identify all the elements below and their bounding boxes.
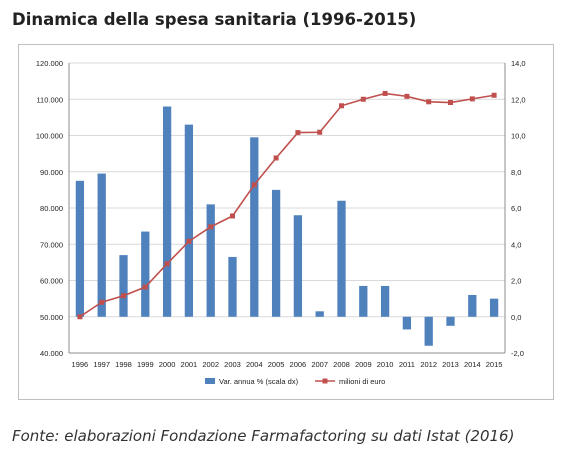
y-left-tick-label: 60.000 <box>40 277 63 286</box>
line-point-1996 <box>77 314 83 320</box>
x-tick-label: 1999 <box>137 360 154 369</box>
bar-2010 <box>380 285 390 317</box>
line-point-1998 <box>121 293 126 299</box>
bar-2002 <box>206 204 215 317</box>
line-point-2005 <box>273 155 279 161</box>
page-title: Dinamica della spesa sanitaria (1996-201… <box>12 10 417 29</box>
line-point-2004 <box>251 182 257 188</box>
y-left-tick-label: 110.000 <box>36 95 63 104</box>
y-left-tick-label: 50.000 <box>40 313 63 322</box>
x-tick-label: 1997 <box>93 360 110 369</box>
x-tick-label: 2014 <box>464 360 481 369</box>
x-tick-label: 2001 <box>181 360 198 369</box>
chart-frame: 40.000 50.000 60.000 70.000 80.000 90.000 100.… <box>18 44 554 400</box>
legend-line-label: milioni di euro <box>339 377 385 386</box>
line-point-2006 <box>295 130 301 136</box>
bar-2005 <box>271 189 281 317</box>
y-left-tick-label: 100.000 <box>36 132 63 141</box>
line-point-2008 <box>339 103 344 109</box>
bar-1996 <box>75 180 85 317</box>
y-left-tick-label: 90.000 <box>40 168 63 177</box>
x-tick-label: 2002 <box>202 360 219 369</box>
bar-1999 <box>141 231 150 317</box>
line-point-2002 <box>208 224 214 230</box>
x-tick-label: 2015 <box>486 360 503 369</box>
line-point-2012 <box>426 99 432 105</box>
x-tick-label: 2006 <box>290 360 307 369</box>
y-right-tick-label: 0,0 <box>511 313 521 322</box>
line-point-2001 <box>186 238 192 244</box>
bar-2001 <box>184 124 194 317</box>
x-tick-label: 2011 <box>399 360 415 369</box>
x-tick-label: 2007 <box>311 360 328 369</box>
legend-line-marker <box>322 378 328 384</box>
x-tick-label: 2004 <box>246 360 263 369</box>
bar-2003 <box>228 256 237 317</box>
line-point-2000 <box>164 261 170 267</box>
y-right-tick-label: 6,0 <box>511 204 521 213</box>
line-point-2015 <box>491 92 497 98</box>
y-right-tick-label: 12,0 <box>511 95 526 104</box>
x-tick-label: 2000 <box>159 360 176 369</box>
x-tick-label: 1996 <box>72 360 89 369</box>
bar-2000 <box>162 106 172 317</box>
source-note: Fonte: elaborazioni Fondazione Farmafact… <box>12 427 515 445</box>
y-right-tick-label: 2,0 <box>511 277 521 286</box>
y-right-tick-label: -2,0 <box>511 349 524 358</box>
bar-2008 <box>337 200 346 317</box>
line-point-2007 <box>317 129 323 135</box>
y-right-tick-label: 14,0 <box>511 59 526 68</box>
line-point-2009 <box>360 96 366 102</box>
x-tick-label: 2013 <box>442 360 459 369</box>
legend-bar-swatch <box>205 378 215 384</box>
y-left-tick-label: 120.000 <box>36 59 63 68</box>
series-line <box>79 92 495 318</box>
bar-2006 <box>293 215 303 317</box>
bar-2013 <box>446 316 455 326</box>
line-point-1997 <box>99 299 105 305</box>
y-left-tick-label: 70.000 <box>40 240 63 249</box>
y-right-tick-label: 4,0 <box>511 240 521 249</box>
bar-2004 <box>250 137 259 317</box>
bar-1997 <box>97 173 106 317</box>
bar-2007 <box>315 311 324 317</box>
bar-2009 <box>359 285 368 317</box>
line-point-2010 <box>382 90 388 96</box>
x-tick-label: 2012 <box>420 360 437 369</box>
line-point-2003 <box>230 213 235 219</box>
bar-2014 <box>468 295 477 317</box>
bar-2015 <box>489 298 499 317</box>
x-tick-label: 2009 <box>355 360 372 369</box>
legend-bar-label: Var. annua % (scala dx) <box>219 377 299 386</box>
y-right-tick-label: 10,0 <box>511 132 526 141</box>
line-point-2011 <box>404 93 410 99</box>
bar-1998 <box>119 255 128 317</box>
line-point-1999 <box>142 284 148 290</box>
x-tick-label: 2008 <box>333 360 350 369</box>
y-left-tick-label: 40.000 <box>40 349 63 358</box>
x-tick-label: 2003 <box>224 360 241 369</box>
y-left-tick-label: 80.000 <box>40 204 63 213</box>
y-right-tick-label: 8,0 <box>511 168 521 177</box>
x-tick-label: 2010 <box>377 360 394 369</box>
bar-2011 <box>402 316 412 330</box>
chart: 40.000 50.000 60.000 70.000 80.000 90.000 100.… <box>36 59 526 386</box>
x-tick-label: 2005 <box>268 360 285 369</box>
line-point-2014 <box>469 96 475 102</box>
line-point-2013 <box>448 100 453 106</box>
bar-2012 <box>424 316 433 346</box>
x-tick-label: 1998 <box>115 360 132 369</box>
